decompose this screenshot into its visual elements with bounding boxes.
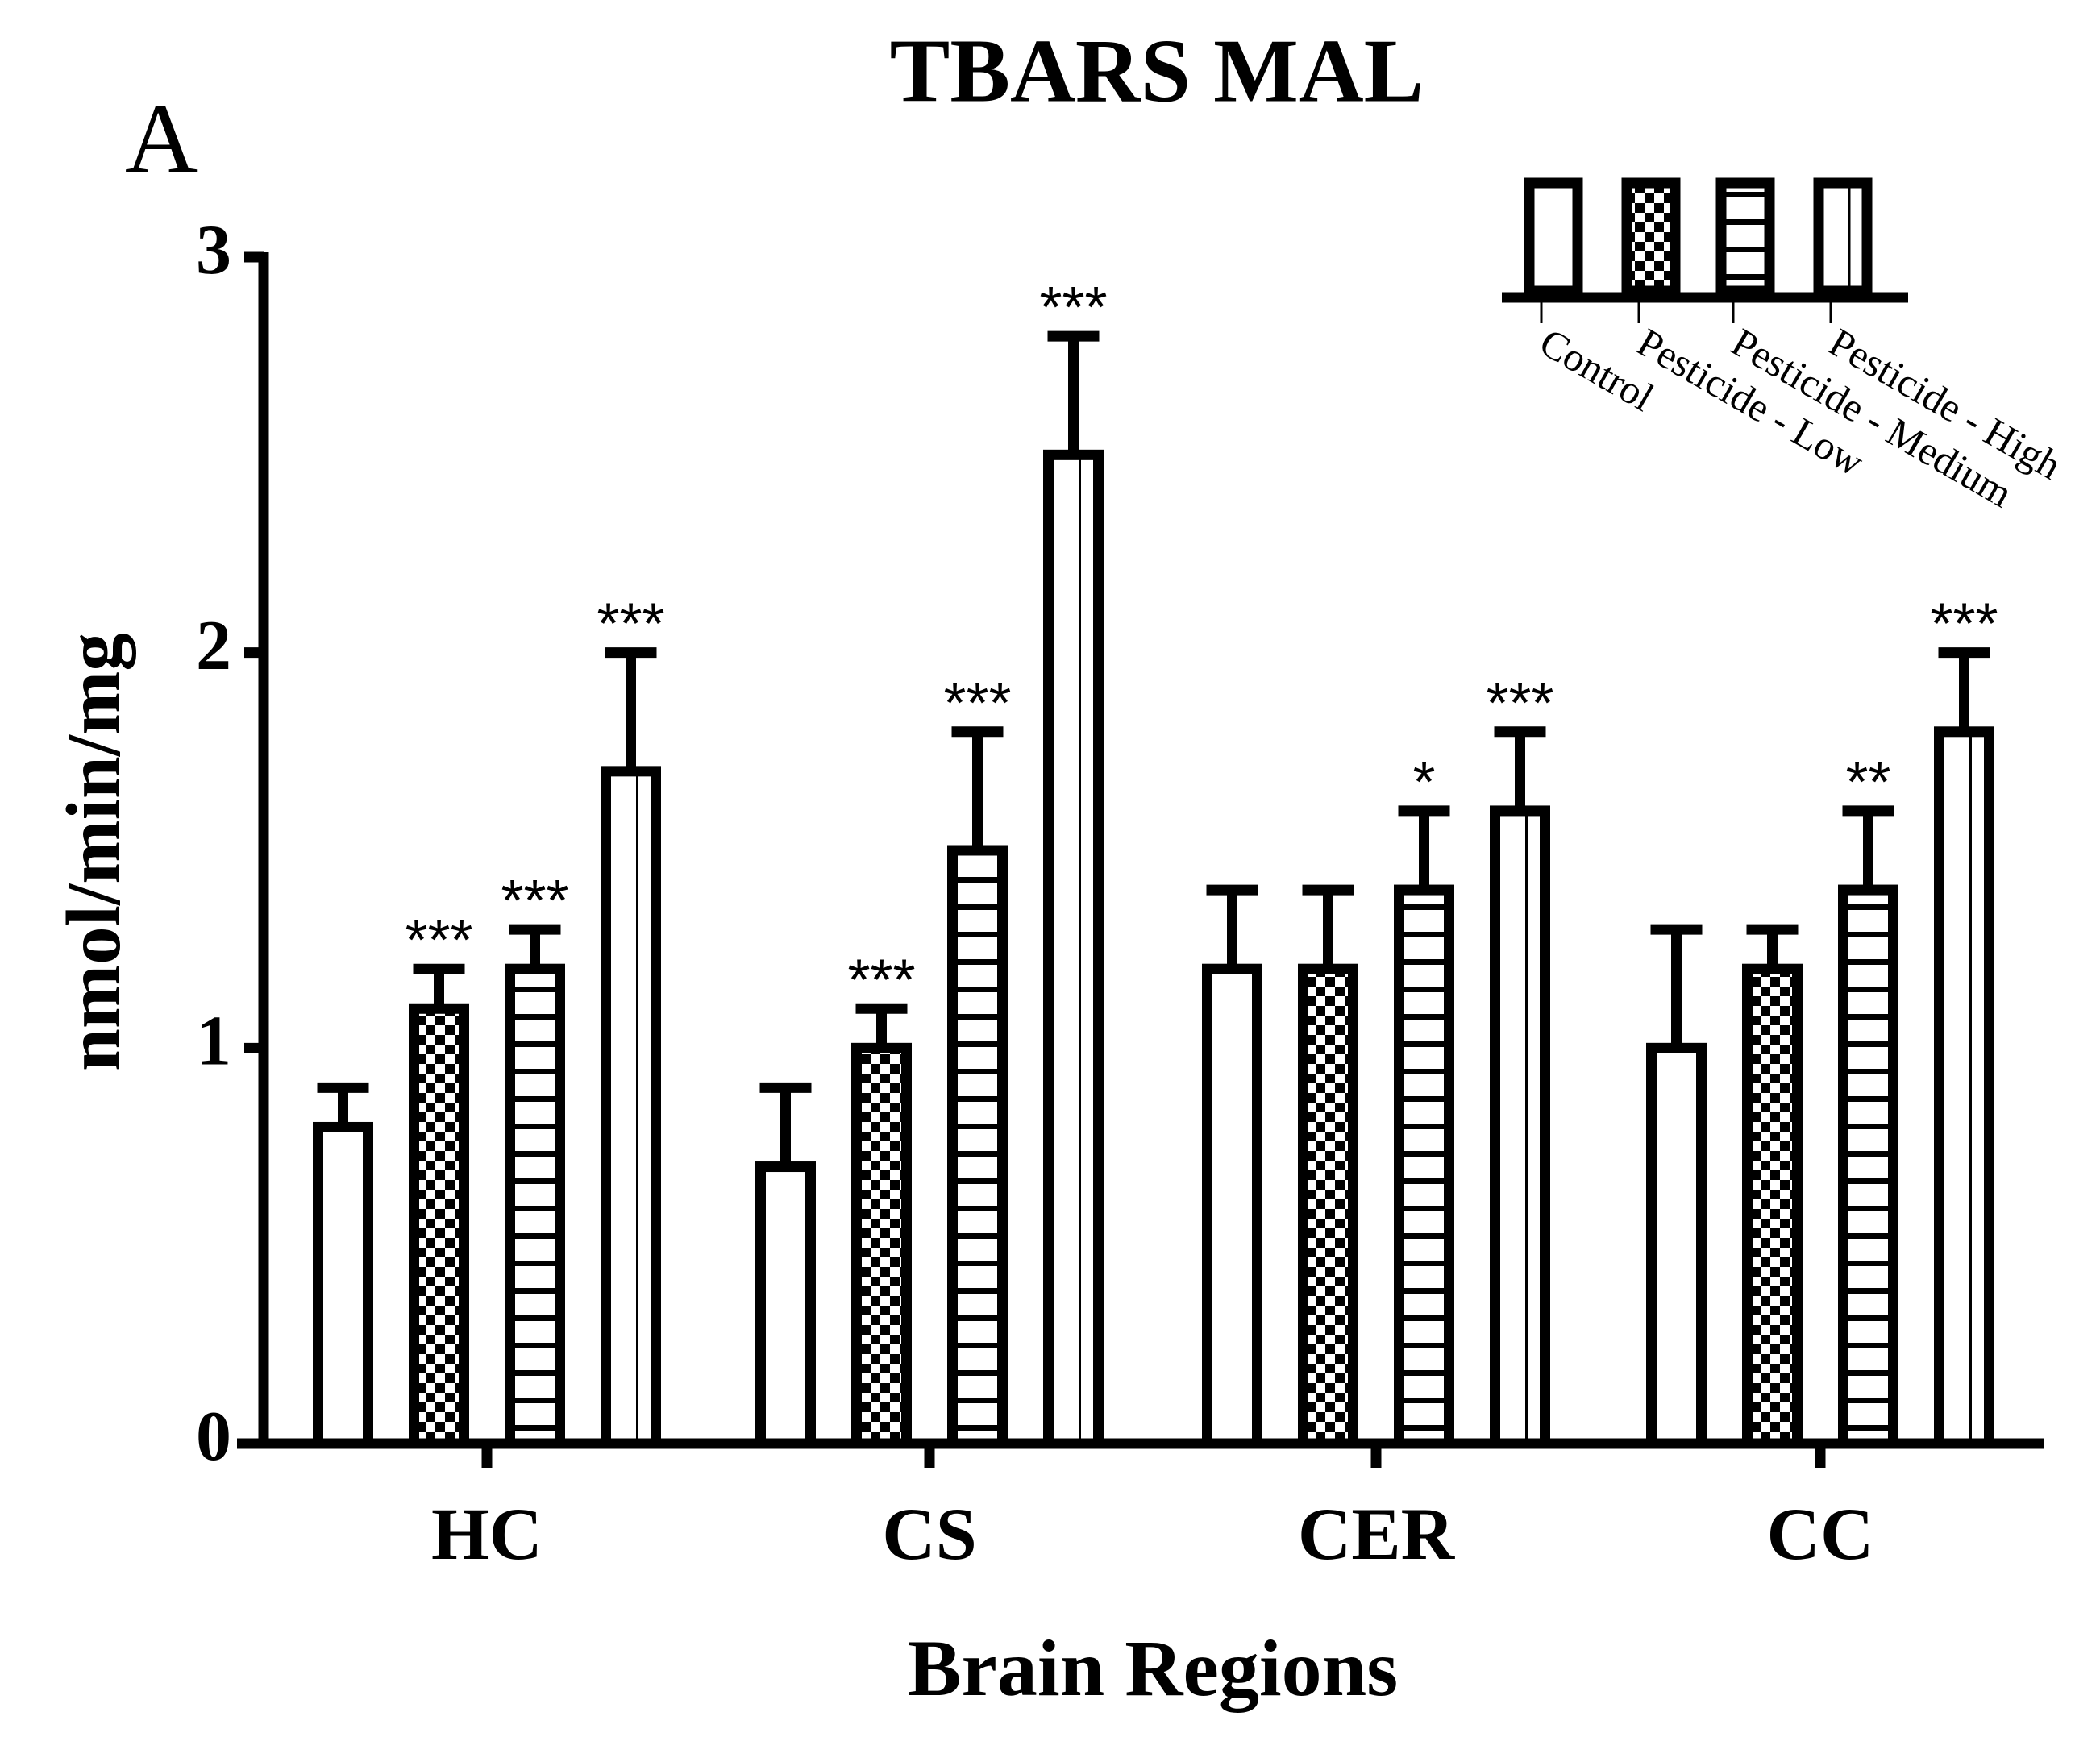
y-tick-label: 0 (196, 1398, 231, 1476)
x-tick-label: CS (882, 1493, 977, 1575)
legend-swatch (1715, 177, 1775, 297)
significance-label: ** (1845, 750, 1890, 815)
significance-label: *** (847, 948, 915, 1012)
panel-label: A (125, 84, 198, 195)
bar (1490, 805, 1550, 1449)
bar (313, 1121, 373, 1449)
bar (755, 1161, 816, 1449)
y-tick-label: 1 (196, 1003, 231, 1081)
y-tick-label: 3 (196, 211, 231, 289)
significance-label: * (1412, 750, 1435, 815)
bar (409, 1003, 469, 1449)
significance-label: *** (501, 869, 568, 933)
x-axis-label: Brain Regions (908, 1623, 1398, 1713)
bar (1838, 884, 1898, 1449)
bar (851, 1042, 912, 1449)
chart-title: TBARS MAL (890, 22, 1424, 122)
x-tick-label: CC (1767, 1493, 1874, 1575)
bar (947, 845, 1008, 1449)
significance-label: *** (943, 671, 1011, 736)
bar (1934, 726, 1994, 1449)
y-tick-label: 2 (196, 607, 231, 685)
bar (1202, 963, 1262, 1449)
y-axis-label: nmol/min/mg (51, 633, 136, 1071)
bar (505, 963, 565, 1449)
significance-label: *** (405, 908, 472, 973)
significance-label: *** (1486, 671, 1553, 736)
significance-label: *** (597, 592, 664, 657)
legend-label: Control (1532, 319, 1661, 420)
bar (1646, 1042, 1707, 1449)
significance-label: *** (1039, 276, 1107, 340)
x-tick-label: CER (1298, 1493, 1456, 1575)
bar (1298, 963, 1358, 1449)
legend-swatch (1813, 177, 1873, 297)
bar (601, 766, 661, 1449)
bar (1742, 963, 1803, 1449)
bar (1394, 884, 1454, 1449)
legend-swatch (1621, 177, 1681, 297)
legend-swatch (1524, 177, 1583, 297)
x-tick-label: HC (431, 1493, 543, 1575)
significance-label: *** (1930, 592, 1998, 657)
bar (1043, 449, 1104, 1449)
